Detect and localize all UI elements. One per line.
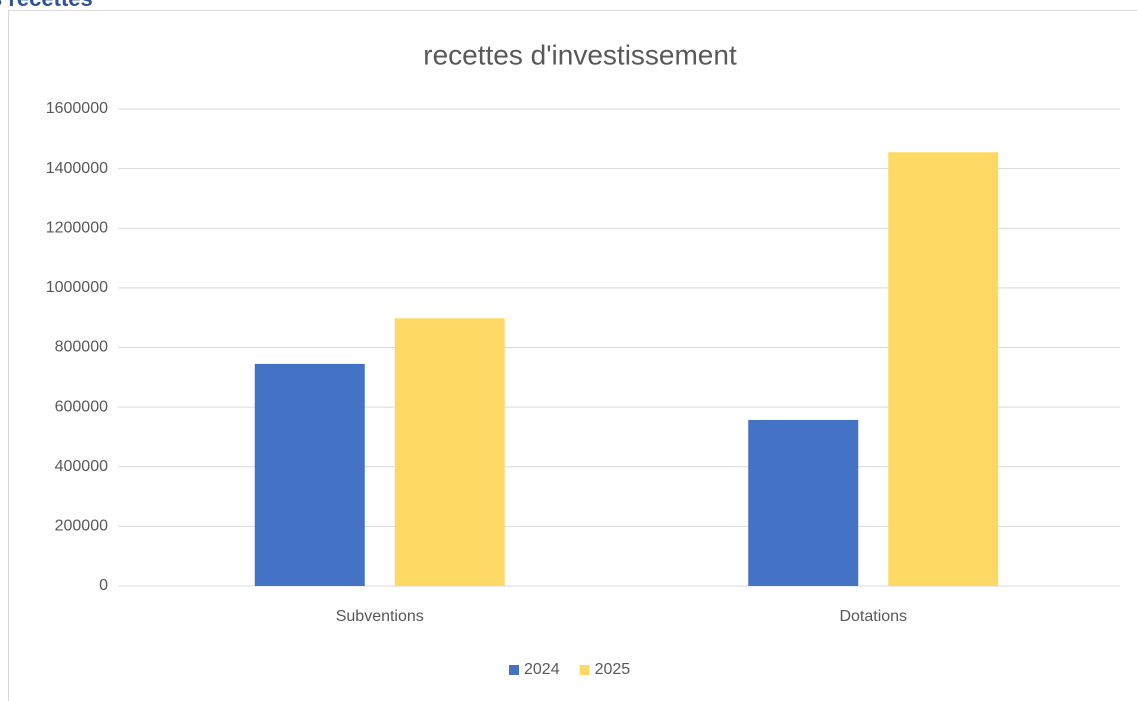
bar: [254, 363, 365, 586]
y-tick-label: 400000: [55, 458, 108, 475]
x-tick-label: Dotations: [839, 608, 907, 625]
bar: [748, 419, 859, 586]
y-tick-label: 0: [99, 577, 108, 594]
legend-swatch: [509, 665, 519, 675]
y-tick-label: 600000: [55, 398, 108, 415]
bar: [888, 152, 999, 586]
legend-label: 2025: [595, 661, 631, 678]
y-tick-label: 800000: [55, 339, 108, 356]
heading: s recettes: [0, 0, 93, 11]
legend-swatch: [579, 665, 590, 675]
chart-title: recettes d'investissement: [423, 39, 737, 70]
x-tick-label: Subventions: [336, 608, 424, 625]
y-tick-label: 1000000: [46, 279, 108, 296]
bar: [394, 318, 505, 586]
y-tick-label: 1200000: [46, 219, 108, 236]
y-tick-label: 1400000: [46, 160, 108, 177]
y-tick-label: 1600000: [46, 100, 108, 117]
legend-label: 2024: [524, 661, 560, 678]
y-tick-label: 200000: [55, 518, 108, 535]
